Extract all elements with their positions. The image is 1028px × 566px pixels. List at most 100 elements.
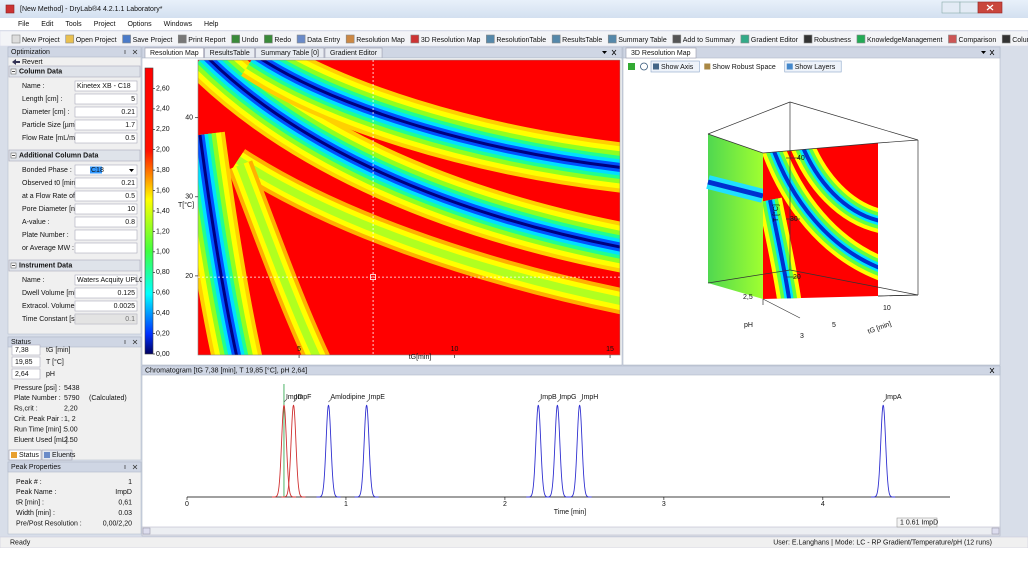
toolbar-icon[interactable] bbox=[672, 34, 682, 44]
peak-label[interactable]: ImpG bbox=[559, 394, 576, 401]
chromatogram-peak bbox=[545, 404, 570, 498]
toolbar-icon[interactable] bbox=[264, 34, 273, 44]
input-box[interactable] bbox=[74, 242, 138, 254]
panel-tab-label[interactable]: Eluents bbox=[52, 452, 76, 459]
menu-item[interactable]: Tools bbox=[65, 21, 82, 28]
toggle-button-label[interactable]: Show Robust Space bbox=[712, 64, 776, 71]
input-box[interactable] bbox=[74, 287, 138, 299]
panel-tab[interactable] bbox=[8, 449, 42, 461]
document-tab-label[interactable]: Gradient Editor bbox=[330, 50, 378, 57]
menu-item[interactable]: Windows bbox=[164, 21, 193, 28]
menu-item[interactable]: File bbox=[18, 21, 29, 28]
toolbar-icon[interactable] bbox=[486, 34, 495, 44]
toggle-button-label[interactable]: Show Layers bbox=[795, 64, 836, 71]
toolbar-button[interactable]: Undo bbox=[242, 37, 259, 44]
cube-left-face bbox=[708, 134, 763, 299]
menu-item[interactable]: Options bbox=[127, 21, 152, 28]
toolbar-icon[interactable] bbox=[803, 34, 813, 44]
document-tab-label[interactable]: 3D Resolution Map bbox=[631, 50, 691, 57]
toolbar-button[interactable]: Summary Table bbox=[618, 37, 667, 44]
input-box[interactable] bbox=[74, 229, 138, 241]
toolbar-icon[interactable] bbox=[856, 34, 866, 44]
field-label: Name : bbox=[22, 83, 45, 90]
toolbar-button[interactable]: Redo bbox=[274, 37, 291, 44]
toolbar-button[interactable]: Comparison bbox=[958, 37, 996, 44]
peak-label[interactable]: ImpD bbox=[286, 394, 303, 401]
toolbar-button[interactable]: Gradient Editor bbox=[751, 37, 799, 44]
toolbar-button[interactable]: 3D Resolution Map bbox=[421, 37, 481, 44]
toolbar-icon[interactable] bbox=[345, 34, 355, 44]
toolbar-icon[interactable] bbox=[296, 34, 306, 44]
toolbar-icon[interactable] bbox=[948, 34, 957, 44]
input-box[interactable] bbox=[74, 119, 138, 131]
toolbar-icon[interactable] bbox=[607, 34, 617, 44]
revert-button[interactable]: Revert bbox=[22, 59, 43, 66]
input-box[interactable] bbox=[74, 190, 138, 202]
toolbar-button[interactable]: KnowledgeManagement bbox=[867, 37, 943, 44]
cube-edge bbox=[762, 298, 801, 319]
toolbar-icon[interactable] bbox=[177, 34, 187, 44]
panel-tab-label[interactable]: Status bbox=[19, 452, 39, 459]
toolbar-button[interactable]: ResolutionTable bbox=[496, 37, 546, 44]
input-box[interactable] bbox=[74, 300, 138, 312]
toolbar-button[interactable]: ResultsTable bbox=[562, 37, 602, 44]
toolbar-icon[interactable] bbox=[410, 34, 420, 44]
menu-item[interactable]: Help bbox=[204, 21, 219, 28]
toolbar-button[interactable]: Robustness bbox=[814, 37, 851, 44]
peak-label[interactable]: ImpH bbox=[582, 394, 599, 401]
input-box[interactable] bbox=[74, 80, 138, 92]
input-box[interactable] bbox=[74, 177, 138, 189]
status-value: 5.00 bbox=[64, 426, 78, 433]
peak-label[interactable]: ImpA bbox=[885, 394, 902, 401]
toolbar-button[interactable]: Open Project bbox=[76, 37, 117, 44]
chromatogram-peak bbox=[567, 404, 592, 498]
toolbar-button[interactable]: Save Project bbox=[133, 37, 173, 44]
toolbar-button[interactable]: Print Report bbox=[188, 37, 225, 44]
input-box[interactable] bbox=[74, 216, 138, 228]
input-box[interactable] bbox=[74, 274, 138, 286]
menu-item[interactable]: Project bbox=[94, 21, 116, 28]
peak-label[interactable]: ImpB bbox=[540, 394, 557, 401]
toggle-button[interactable] bbox=[650, 60, 700, 73]
section-title: Column Data bbox=[19, 68, 62, 75]
document-tab-label[interactable]: ResultsTable bbox=[210, 50, 250, 57]
field-label: Particle Size [µm] : bbox=[22, 122, 81, 129]
toolbar-icon[interactable] bbox=[551, 34, 561, 44]
input-box[interactable] bbox=[74, 106, 138, 118]
toolbar-icon[interactable] bbox=[65, 34, 75, 44]
colorbar-tick-label: 1,80 bbox=[156, 167, 170, 174]
toolbar-button[interactable]: Resolution Map bbox=[356, 37, 405, 44]
document-tab-label[interactable]: Summary Table [0] bbox=[261, 50, 319, 57]
maximize-button[interactable] bbox=[959, 1, 979, 14]
toolbar-icon[interactable] bbox=[11, 34, 21, 44]
input-box[interactable] bbox=[74, 93, 138, 105]
toolbar-button[interactable]: Add to Summary bbox=[683, 37, 736, 44]
property-label: tR [min] : bbox=[16, 500, 44, 507]
document-tab[interactable] bbox=[625, 47, 697, 59]
toolbar-icon[interactable] bbox=[740, 34, 750, 44]
zoom-icon[interactable] bbox=[628, 63, 635, 70]
toggle-button[interactable] bbox=[702, 61, 782, 72]
dropdown-value[interactable]: C18 bbox=[91, 167, 104, 174]
menu-item[interactable]: Edit bbox=[41, 21, 53, 28]
peak-label-leader bbox=[328, 398, 332, 403]
peak-label[interactable]: Amlodipine bbox=[330, 394, 365, 401]
toolbar-icon[interactable] bbox=[122, 34, 131, 44]
toolbar-button[interactable]: New Project bbox=[22, 37, 60, 44]
input-box[interactable] bbox=[74, 132, 138, 144]
input-box[interactable] bbox=[74, 203, 138, 215]
peak-label[interactable]: ImpF bbox=[296, 394, 312, 401]
toolbar-icon[interactable] bbox=[231, 34, 240, 44]
input-box[interactable] bbox=[74, 164, 138, 176]
toolbar-button[interactable]: Column Match bbox=[1012, 37, 1028, 44]
reset-icon[interactable] bbox=[640, 62, 648, 71]
minimize-button[interactable] bbox=[941, 1, 961, 14]
peak-label[interactable]: ImpE bbox=[369, 394, 386, 401]
toggle-button[interactable] bbox=[784, 60, 842, 73]
panel-tab[interactable] bbox=[41, 449, 73, 461]
toolbar-button[interactable]: Data Entry bbox=[307, 37, 341, 44]
close-icon bbox=[132, 464, 138, 470]
toolbar-icon[interactable] bbox=[1001, 34, 1011, 44]
document-tab-label[interactable]: Resolution Map bbox=[150, 50, 199, 57]
toggle-button-label[interactable]: Show Axis bbox=[661, 64, 694, 71]
